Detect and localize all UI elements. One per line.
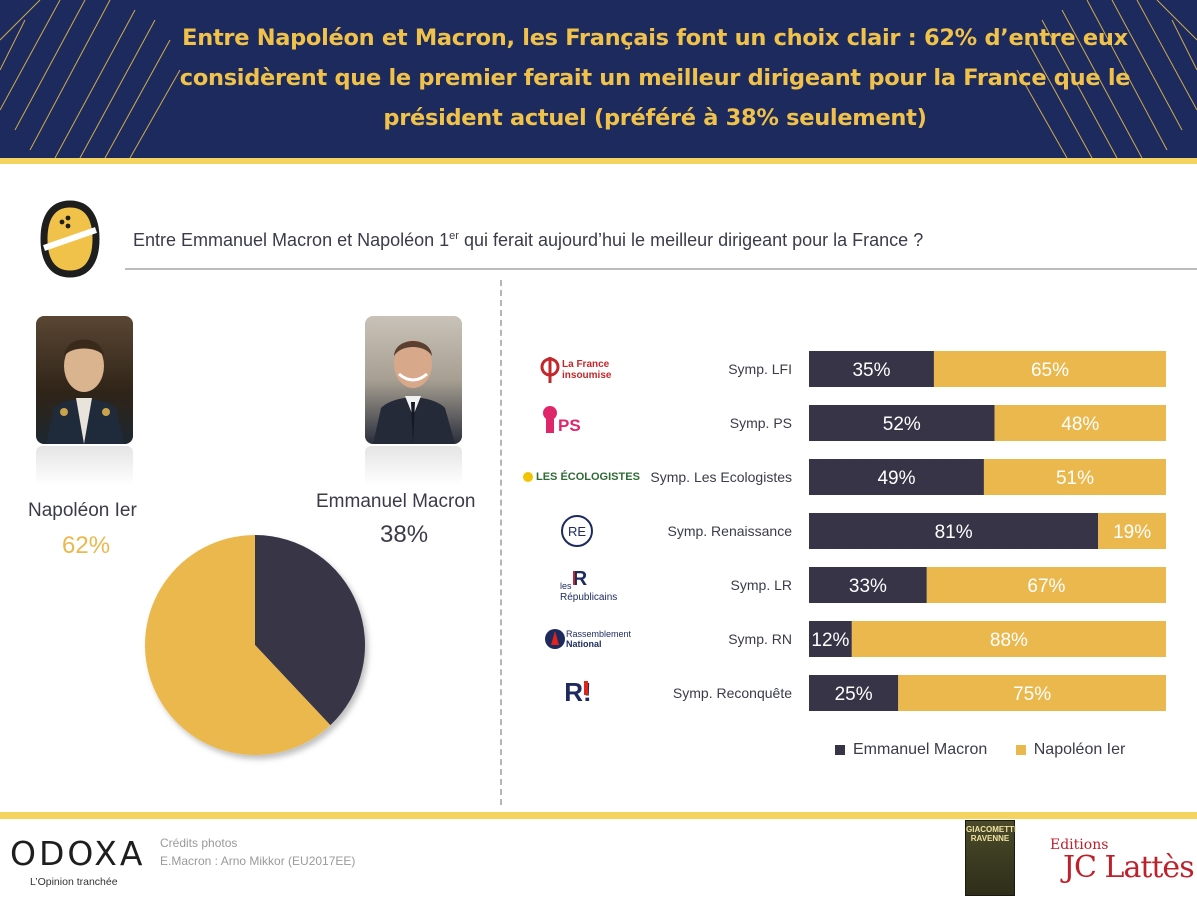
pie-label-macron: Emmanuel Macron [316, 491, 476, 512]
category-label: Symp. PS [730, 415, 792, 431]
category-label: Symp. RN [728, 631, 792, 647]
header-underline [0, 158, 1197, 164]
napoleon-portrait-icon [46, 339, 124, 444]
bar-row-symp-rn: Symp. RN 12% 88% [728, 621, 1166, 657]
pie-pct-napoleon: 62% [62, 532, 111, 559]
photo-credits: Crédits photos E.Macron : Arno Mikkor (E… [160, 834, 355, 870]
party-logo-text: LES ÉCOLOGISTES [536, 470, 640, 483]
publisher-editions: Editions [1050, 837, 1109, 853]
category-label: Symp. Reconquête [673, 685, 792, 701]
bar-row-symp-ps: Symp. PS 52% 48% [730, 405, 1166, 441]
bar-row-symp-renaissance: Symp. Renaissance 81% 19% [667, 513, 1166, 549]
party-logo-text: R [573, 568, 588, 590]
bar-segment-emmanuel-macron [809, 567, 927, 603]
bar-segment-napoleon-ier [983, 459, 1166, 495]
bar-value-label: 35% [852, 360, 890, 381]
bar-row-symp-reconquete: Symp. Reconquête 25% 75% [673, 675, 1166, 711]
category-label: Symp. LFI [728, 361, 792, 377]
napoleon-portrait-reflection [36, 446, 133, 486]
legend-swatch-napoleon [1015, 744, 1026, 755]
party-logo-text: Républicains [560, 592, 617, 603]
napoleon-portrait [36, 316, 133, 444]
art-deco-pattern [0, 0, 1197, 158]
party-logo-text: insoumise [562, 370, 612, 381]
bar-value-label: 75% [1013, 684, 1051, 705]
legend-swatch-macron [835, 744, 845, 755]
category-label: Symp. LR [731, 577, 792, 593]
chart-legend: Emmanuel Macron Napoléon Ier [835, 741, 1149, 759]
bar-segment-emmanuel-macron [809, 621, 852, 657]
bar-segment-emmanuel-macron [809, 459, 984, 495]
bar-value-label: 65% [1031, 360, 1069, 381]
party-logo-text: les [560, 581, 572, 591]
odoxa-tagline: L’Opinion tranchée [30, 876, 118, 888]
bar-value-label: 51% [1056, 468, 1094, 489]
pie-label-napoleon: Napoléon Ier [28, 500, 137, 521]
category-label: Symp. Les Ecologistes [650, 469, 792, 485]
ecologistes-logo-icon: LES ÉCOLOGISTES [523, 470, 640, 483]
macron-portrait [365, 316, 462, 444]
pie-pct-macron: 38% [380, 521, 429, 548]
bar-row-symp-lfi: Symp. LFI 35% 65% [728, 351, 1166, 387]
bar-value-label: 19% [1113, 522, 1151, 543]
pie-slice-emmanuel-macron [255, 535, 365, 726]
bar-value-label: 12% [811, 630, 849, 651]
bar-value-label: 67% [1027, 576, 1065, 597]
renaissance-logo-icon: RE [561, 515, 593, 547]
party-logo-text: RE [568, 524, 586, 539]
bar-segment-napoleon-ier [994, 405, 1166, 441]
header-banner: Entre Napoléon et Macron, les Français f… [0, 0, 1197, 158]
question-rule [125, 268, 1197, 270]
photo-credits-line: E.Macron : Arno Mikkor (EU2017EE) [160, 854, 356, 868]
photo-credits-title: Crédits photos [160, 836, 238, 850]
bar-segment-napoleon-ier [851, 621, 1166, 657]
bar-value-label: 49% [877, 468, 915, 489]
bar-value-label: 81% [935, 522, 973, 543]
bar-segment-emmanuel-macron [809, 405, 995, 441]
pie-chart [144, 535, 365, 755]
reconquete-logo-icon: R! [564, 677, 591, 707]
party-logo-text: Rassemblement [566, 629, 632, 639]
macron-portrait-reflection [365, 446, 462, 486]
bar-value-label: 33% [849, 576, 887, 597]
section-divider [500, 280, 502, 805]
odoxa-mark-icon [40, 200, 100, 278]
party-logo-text: La France [562, 359, 610, 370]
bar-value-label: 52% [883, 414, 921, 435]
publisher-name: JC Lattès [1063, 850, 1195, 885]
macron-portrait-icon [373, 340, 455, 444]
bar-segment-napoleon-ier [933, 351, 1166, 387]
bar-segment-napoleon-ier [898, 675, 1166, 711]
party-logo-text: PS [558, 416, 581, 435]
legend-item-macron: Emmanuel Macron [835, 741, 987, 759]
bar-segment-napoleon-ier [1098, 513, 1166, 549]
bar-value-label: 25% [835, 684, 873, 705]
survey-question: Entre Emmanuel Macron et Napoléon 1er qu… [133, 230, 924, 250]
bar-segment-emmanuel-macron [809, 675, 899, 711]
bar-row-symp-lr: Symp. LR 33% 67% [731, 567, 1166, 603]
footer-line [0, 812, 1197, 819]
ps-logo-icon: PS [543, 406, 581, 435]
book-cover: GIACOMETTI RAVENNE [965, 820, 1016, 896]
pie-slice-napoleon-ier [144, 535, 331, 755]
bar-segment-napoleon-ier [926, 567, 1166, 603]
bar-segment-emmanuel-macron [809, 513, 1099, 549]
header-title: Entre Napoléon et Macron, les Français f… [179, 25, 1131, 131]
party-logo-text: National [566, 639, 602, 649]
bar-segment-emmanuel-macron [809, 351, 934, 387]
odoxa-logo: ODOXA [10, 834, 146, 873]
legend-item-napoleon: Napoléon Ier [1015, 741, 1125, 759]
bar-value-label: 48% [1061, 414, 1099, 435]
category-label: Symp. Renaissance [667, 523, 792, 539]
bar-row-symp-les-ecologistes: Symp. Les Ecologistes 49% 51% [650, 459, 1166, 495]
bar-value-label: 88% [990, 630, 1028, 651]
